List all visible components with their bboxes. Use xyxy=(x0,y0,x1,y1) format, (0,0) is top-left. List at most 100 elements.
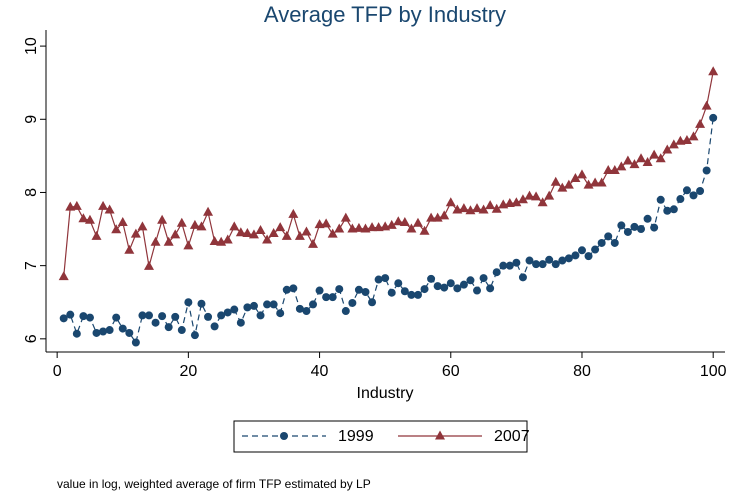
point xyxy=(79,312,88,321)
point xyxy=(176,217,187,227)
point xyxy=(327,228,338,238)
point xyxy=(420,285,429,294)
point xyxy=(210,322,219,331)
point xyxy=(439,210,450,220)
point xyxy=(335,285,344,294)
point xyxy=(413,290,422,299)
x-tick-label: 60 xyxy=(442,363,460,380)
point xyxy=(486,284,495,293)
point xyxy=(511,197,522,207)
point xyxy=(532,260,541,269)
point xyxy=(709,113,718,122)
point xyxy=(590,177,601,187)
point xyxy=(66,310,75,319)
point xyxy=(143,260,154,270)
y-tick-label: 6 xyxy=(23,334,40,343)
y-tick-label: 9 xyxy=(23,115,40,124)
point xyxy=(112,313,121,322)
point xyxy=(302,307,311,316)
point xyxy=(524,190,535,200)
point xyxy=(584,252,593,261)
point xyxy=(478,204,489,214)
point xyxy=(458,203,469,213)
point xyxy=(512,258,521,267)
chart-title: Average TFP by Industry xyxy=(264,2,506,27)
point xyxy=(85,313,94,322)
point xyxy=(268,227,279,237)
point xyxy=(197,299,206,308)
point xyxy=(412,217,423,227)
point xyxy=(544,190,555,200)
point xyxy=(499,261,508,270)
point xyxy=(249,301,258,310)
point xyxy=(374,275,383,284)
point xyxy=(230,305,239,314)
point xyxy=(492,268,501,277)
point xyxy=(689,191,698,200)
point xyxy=(164,323,173,332)
point xyxy=(642,156,653,166)
note: value in log, weighted average of firm T… xyxy=(57,477,371,491)
point xyxy=(217,311,226,320)
point xyxy=(150,236,161,246)
point xyxy=(381,274,390,283)
point xyxy=(643,214,652,223)
point xyxy=(400,287,409,296)
point xyxy=(702,166,711,175)
y-tick-label: 8 xyxy=(23,188,40,197)
point xyxy=(269,300,278,309)
point xyxy=(348,298,357,307)
point xyxy=(440,283,449,292)
point xyxy=(321,218,332,228)
point xyxy=(309,300,318,309)
point xyxy=(630,222,639,231)
point xyxy=(84,214,95,224)
point xyxy=(629,159,640,169)
point xyxy=(196,221,207,231)
point xyxy=(78,213,89,223)
point xyxy=(603,165,614,175)
point xyxy=(248,229,259,239)
point xyxy=(505,261,514,270)
point xyxy=(59,314,68,323)
legend-marker xyxy=(280,432,288,440)
point xyxy=(256,311,265,320)
point xyxy=(263,300,272,309)
point xyxy=(571,251,580,260)
point xyxy=(394,279,403,288)
point xyxy=(617,221,626,230)
point xyxy=(557,182,568,192)
legend-marker xyxy=(435,430,445,440)
point xyxy=(144,311,153,320)
point xyxy=(222,234,233,244)
point xyxy=(681,135,692,145)
point xyxy=(315,286,324,295)
point xyxy=(137,221,148,231)
point xyxy=(453,284,462,293)
point xyxy=(118,324,127,333)
point xyxy=(445,197,456,207)
series-line xyxy=(63,117,714,344)
point xyxy=(111,224,122,234)
point xyxy=(308,238,319,248)
point xyxy=(189,219,200,229)
point xyxy=(622,155,633,165)
point xyxy=(551,260,560,269)
point xyxy=(341,307,350,316)
point xyxy=(170,229,181,239)
point xyxy=(577,246,586,255)
point xyxy=(125,328,134,337)
point xyxy=(130,228,141,238)
point xyxy=(294,230,305,240)
point xyxy=(104,204,115,214)
point xyxy=(563,179,574,189)
point xyxy=(669,205,678,214)
point xyxy=(701,100,712,110)
point xyxy=(406,223,417,233)
point xyxy=(322,293,331,302)
point xyxy=(184,298,193,307)
point xyxy=(98,200,109,210)
point xyxy=(105,326,114,335)
point xyxy=(427,274,436,283)
